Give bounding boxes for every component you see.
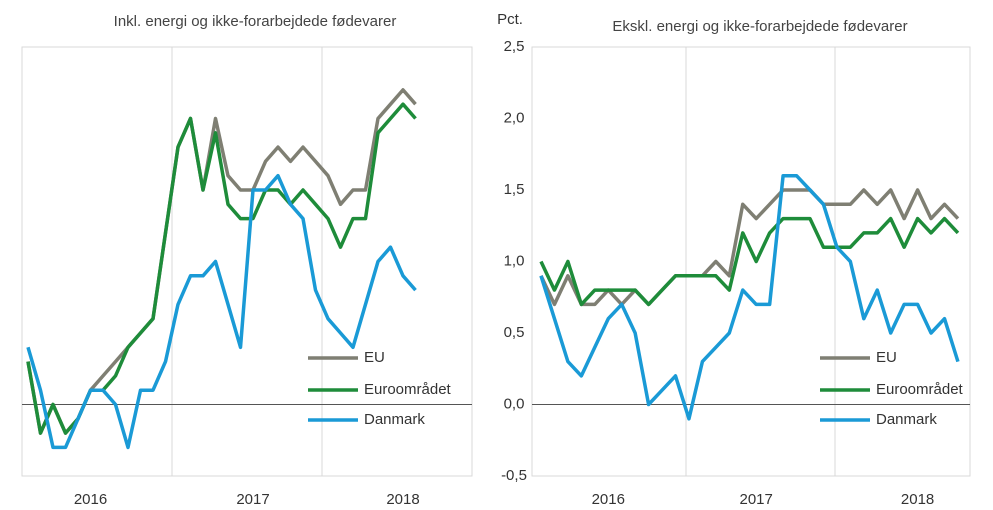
x-tick-label: 2016 [74,491,107,508]
x-tick-label: 2018 [901,491,934,508]
y-tick-label: 1,0 [504,252,525,269]
data-line [539,173,960,421]
x-tick-label: 2018 [386,491,419,508]
y-tick-label: 1,5 [504,181,525,198]
chart-title: Ekskl. energi og ikke-forarbejdede fødev… [612,18,907,35]
legend-label: Euroområdet [876,381,964,398]
legend-label: Danmark [364,411,425,428]
y-tick-label: -0,5 [501,467,527,484]
chart-title: Inkl. energi og ikke-forarbejdede fødeva… [114,13,397,30]
y-tick-label: 0,5 [504,324,525,341]
y-axis-label: Pct. [497,11,523,28]
y-tick-label: 2,0 [504,109,525,126]
legend-label: EU [364,349,385,366]
legend-label: Euroområdet [364,381,452,398]
data-line [26,88,417,435]
x-tick-label: 2016 [592,491,625,508]
x-tick-label: 2017 [236,491,269,508]
legend-label: EU [876,349,897,366]
data-line [539,188,960,307]
x-tick-label: 2017 [740,491,773,508]
data-line [539,216,960,307]
data-line [26,173,417,450]
plot-frame [531,46,971,477]
plot-frame [21,46,473,477]
y-tick-label: 0,0 [504,395,525,412]
y-tick-label: 2,5 [504,38,525,55]
legend-label: Danmark [876,411,937,428]
